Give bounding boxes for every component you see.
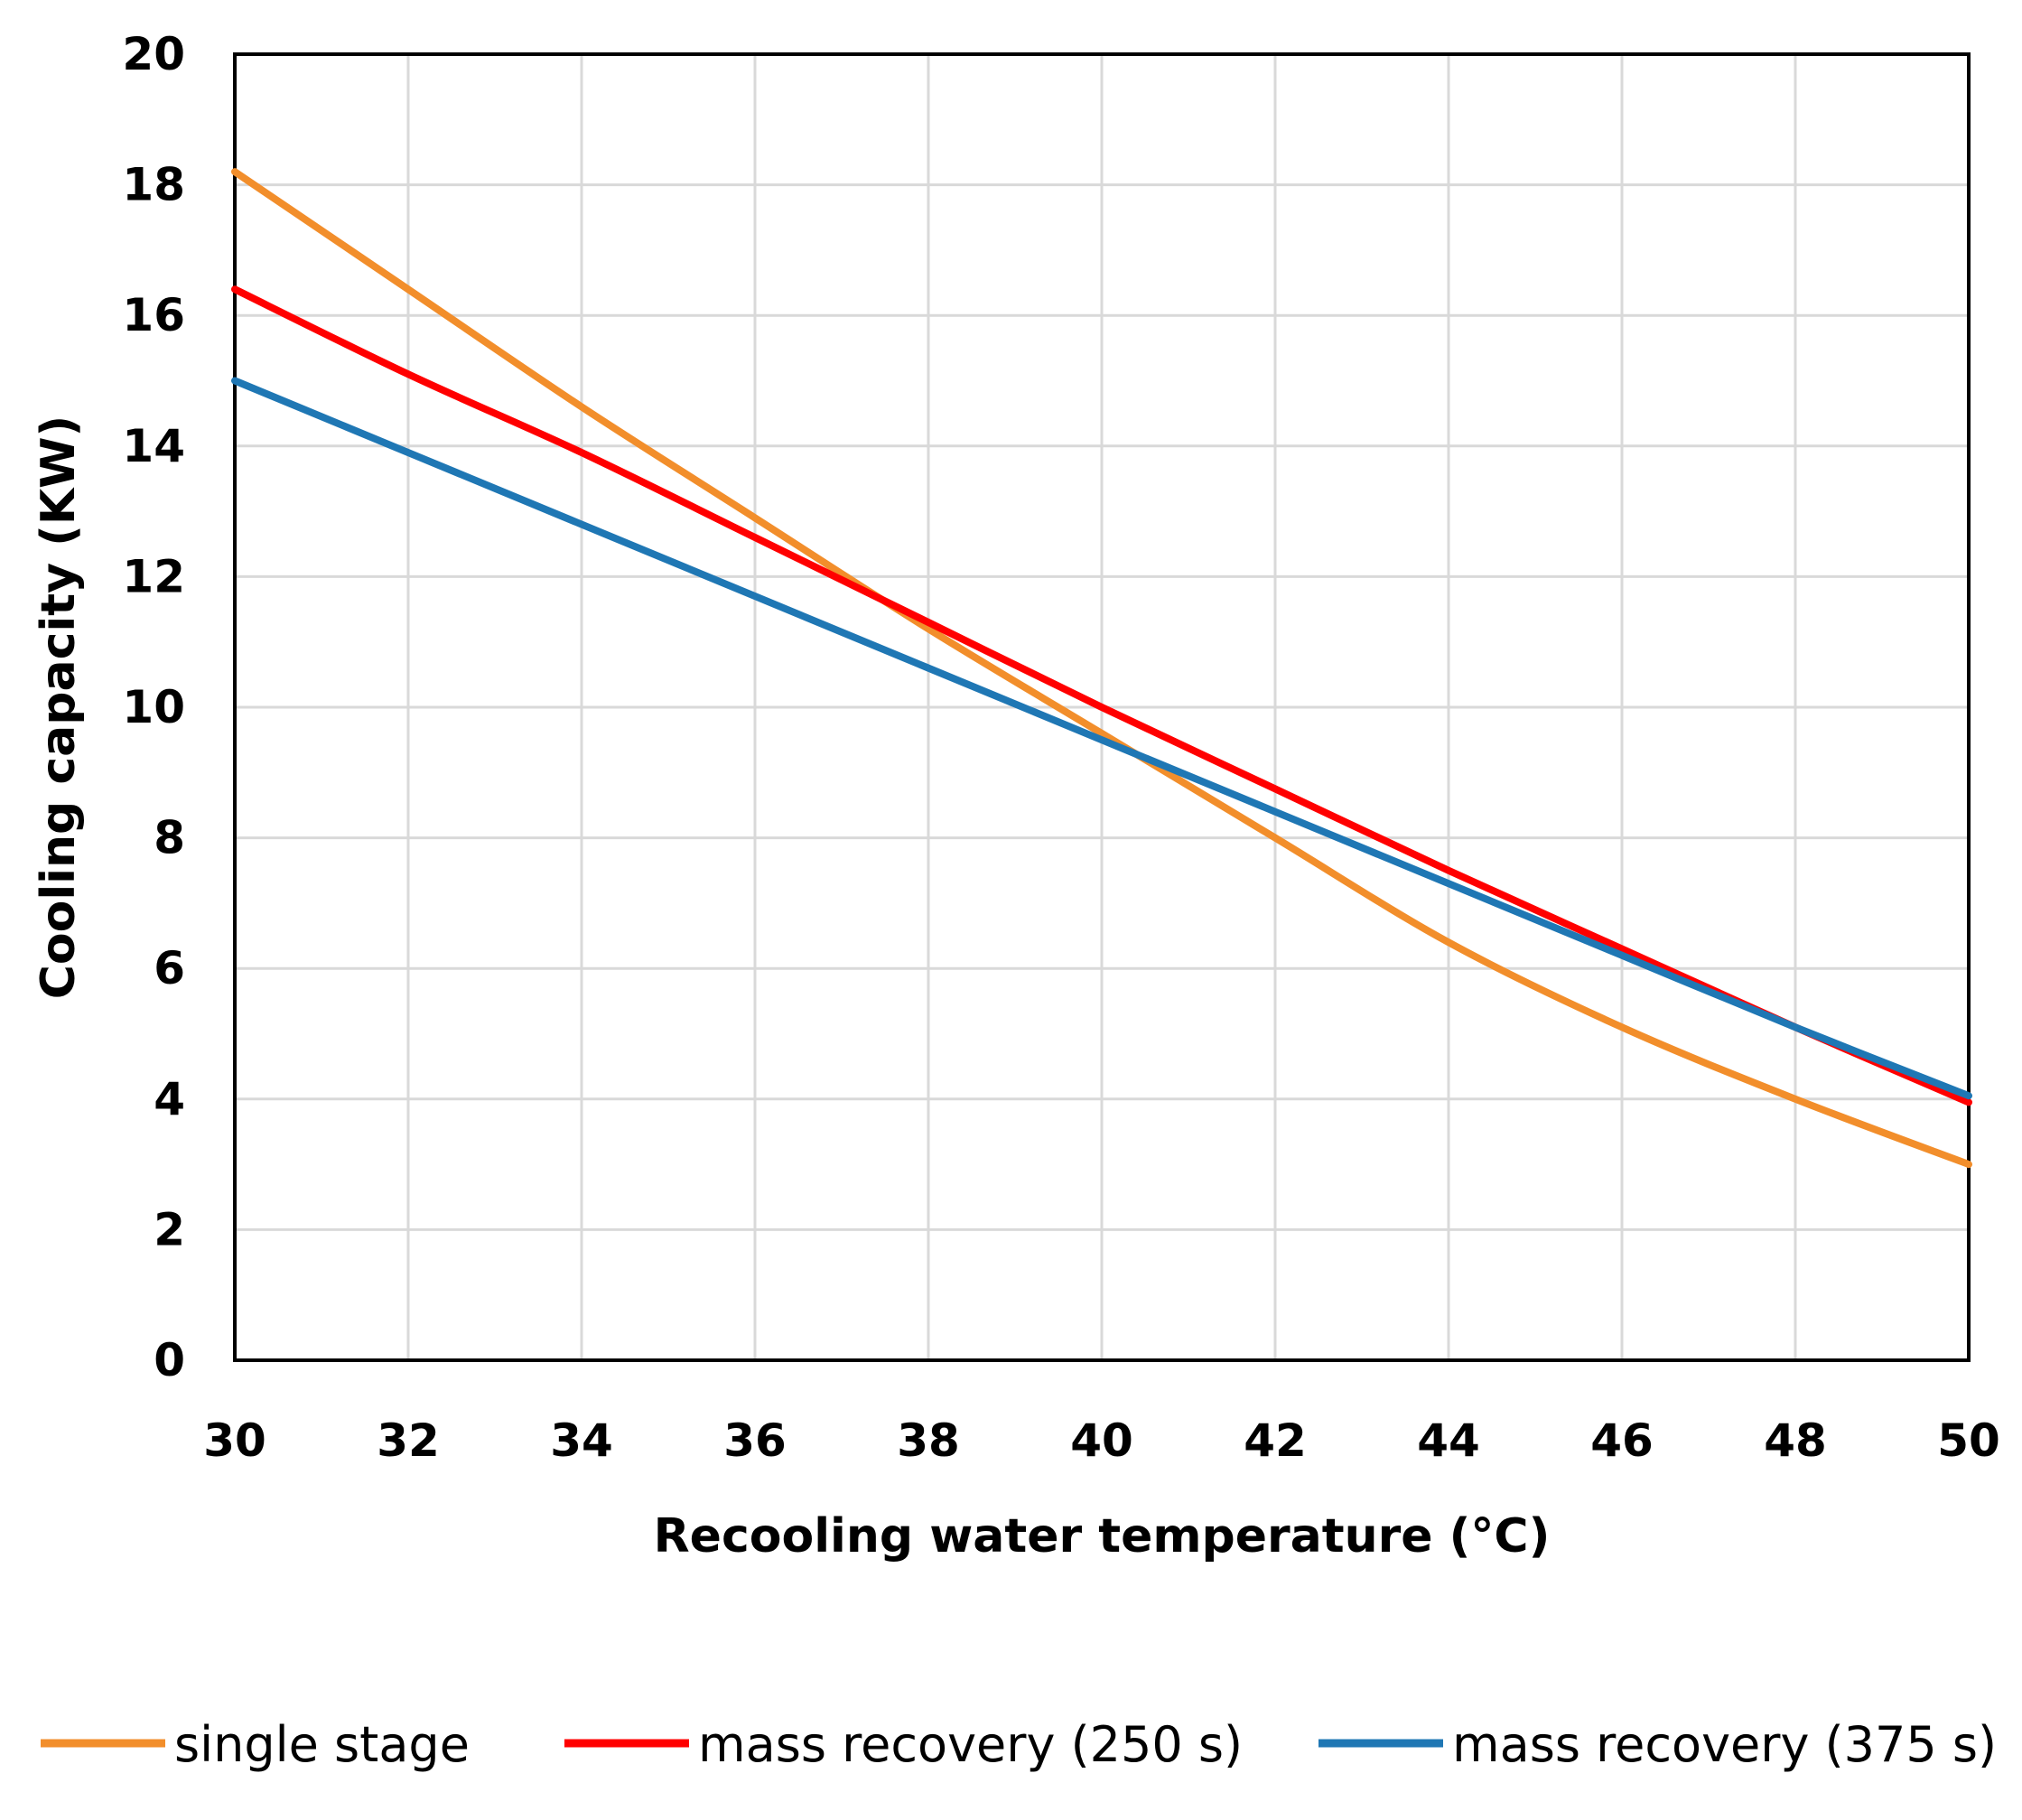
y-tick-label: 14 <box>122 420 185 472</box>
x-tick-label: 34 <box>550 1414 613 1467</box>
y-tick-labels: 0 2 4 6 8 10 12 14 16 18 20 <box>122 28 185 1386</box>
legend-label-3: mass recovery (375 s) <box>1452 1716 1997 1773</box>
plot-frame <box>233 52 1971 1362</box>
y-tick-label: 8 <box>154 812 185 864</box>
x-tick-label: 44 <box>1417 1414 1480 1467</box>
y-tick-label: 18 <box>122 159 185 211</box>
y-tick-label: 4 <box>154 1073 185 1125</box>
legend: single stage mass recovery (250 s) mass re… <box>41 1716 1997 1773</box>
series-layer <box>231 168 1972 1169</box>
x-tick-label: 50 <box>1937 1414 2000 1467</box>
x-tick-labels: 30 32 34 36 38 40 42 44 46 48 50 <box>203 1414 2000 1467</box>
y-tick-label: 6 <box>154 942 185 994</box>
x-axis-title: Recooling water temperature (°C) <box>654 1509 1551 1563</box>
x-tick-label: 36 <box>723 1414 787 1467</box>
x-tick-label: 46 <box>1590 1414 1654 1467</box>
y-axis-title: Cooling capacity (KW) <box>32 415 86 1000</box>
series-line-1 <box>231 168 1972 1169</box>
y-tick-label: 12 <box>122 550 185 602</box>
y-tick-label: 10 <box>122 681 185 733</box>
y-tick-label: 0 <box>154 1334 185 1386</box>
x-tick-label: 30 <box>203 1414 266 1467</box>
x-tick-label: 38 <box>897 1414 960 1467</box>
legend-label-2: mass recovery (250 s) <box>698 1716 1243 1773</box>
x-tick-label: 42 <box>1244 1414 1307 1467</box>
legend-label-1: single stage <box>174 1716 470 1773</box>
series-line-2 <box>231 285 1972 1106</box>
x-tick-label: 40 <box>1070 1414 1133 1467</box>
y-tick-label: 20 <box>122 28 185 80</box>
x-tick-label: 48 <box>1764 1414 1827 1467</box>
y-tick-label: 16 <box>122 289 185 341</box>
y-tick-label: 2 <box>154 1203 185 1255</box>
x-tick-label: 32 <box>377 1414 440 1467</box>
series-line-3 <box>231 377 1972 1100</box>
